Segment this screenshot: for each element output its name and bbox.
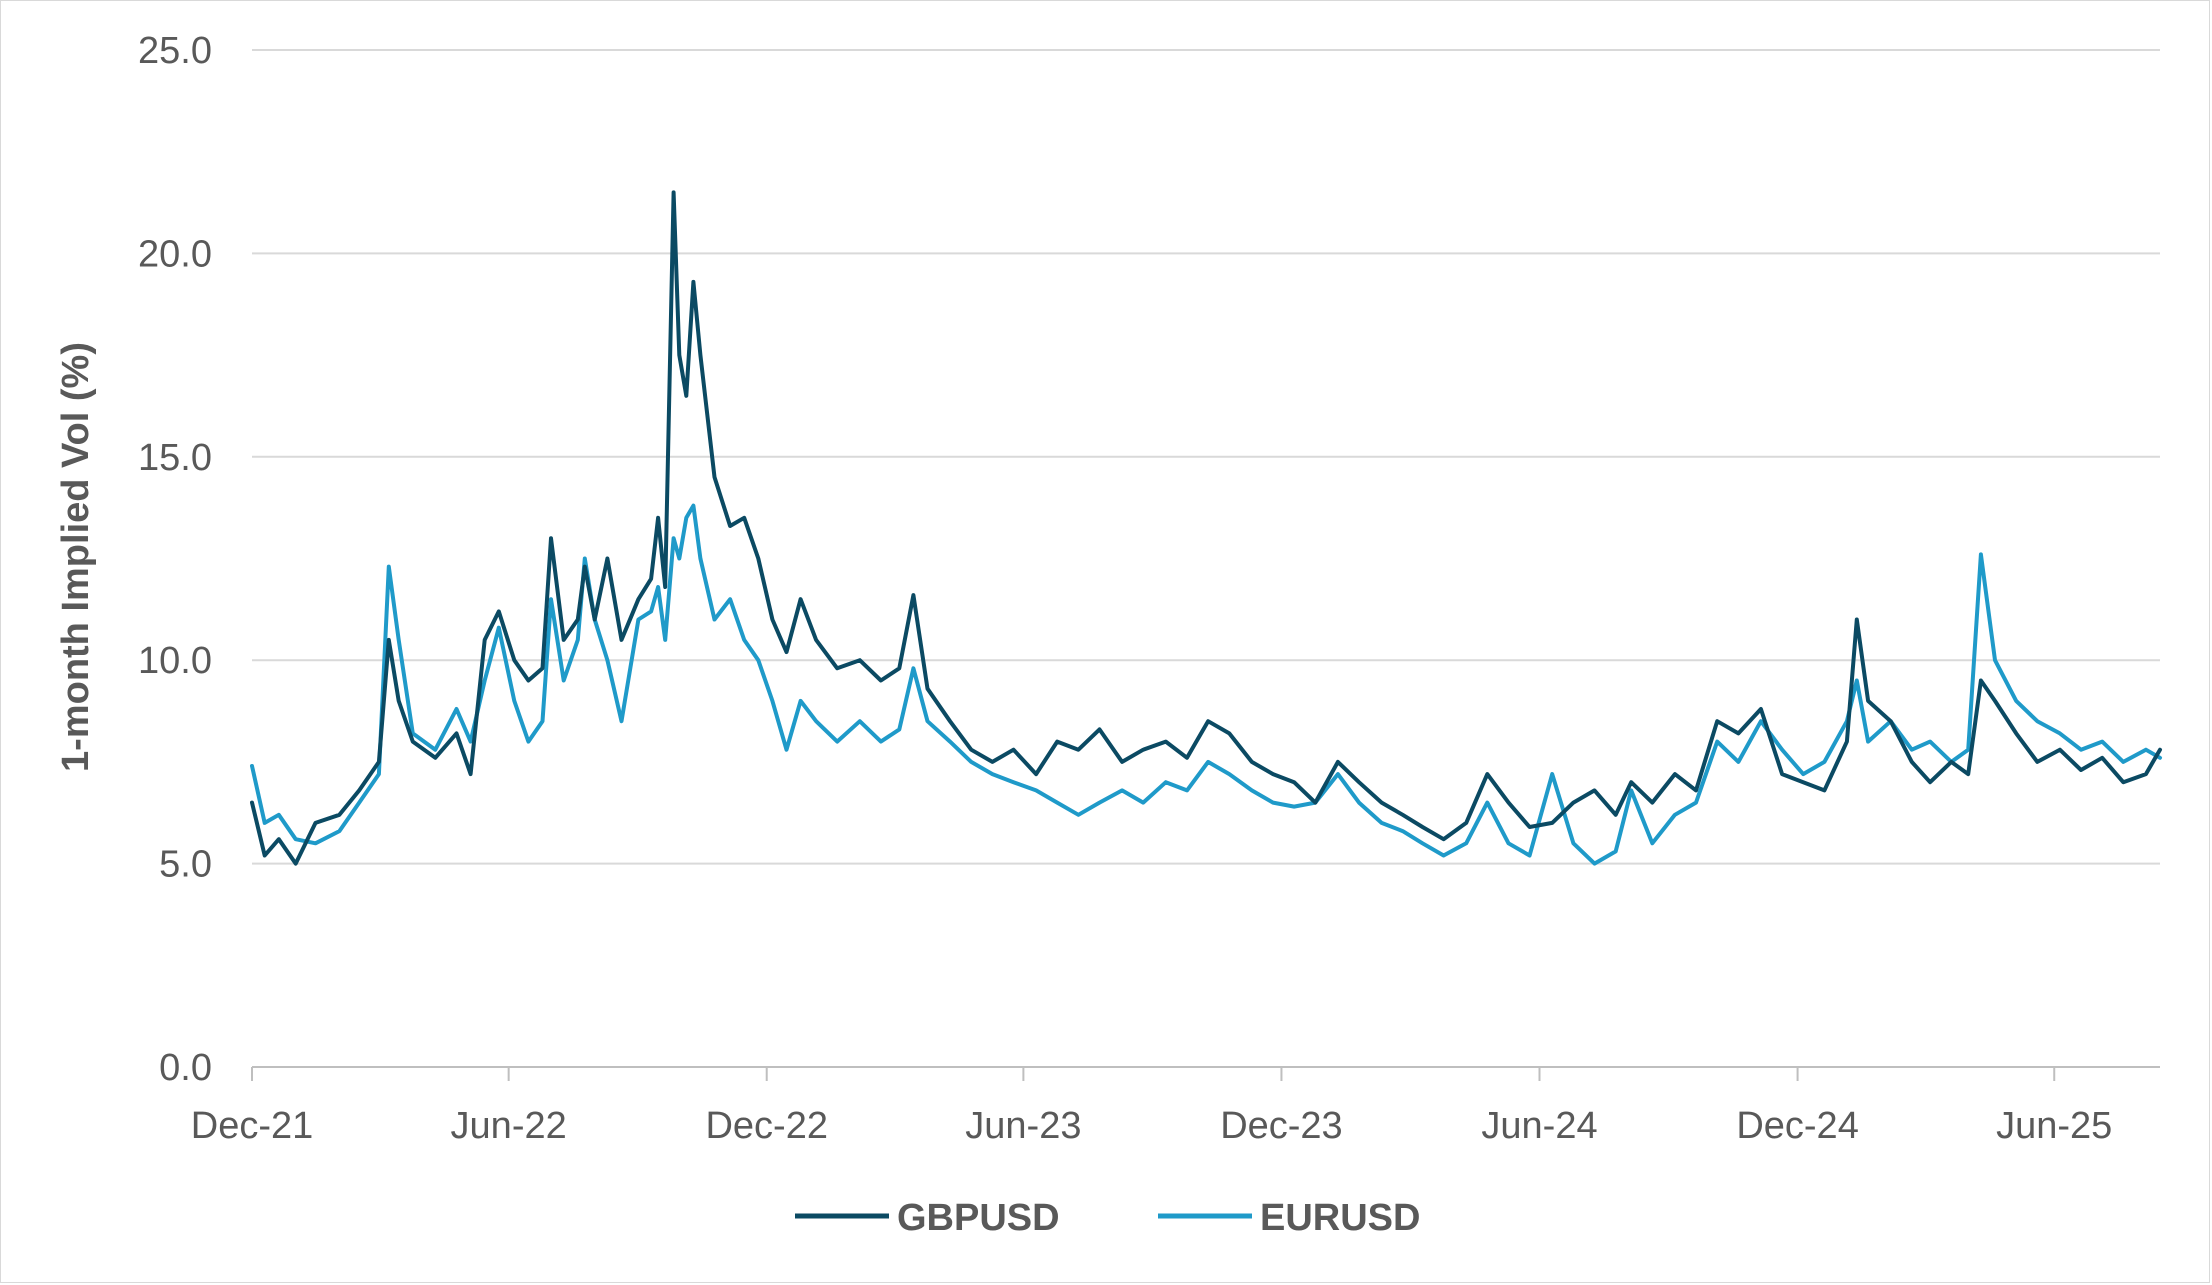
x-tick-label: Dec-21 [191,1105,314,1147]
x-tick-label: Jun-25 [1996,1105,2112,1147]
x-tick-label: Dec-22 [705,1105,828,1147]
y-tick-labels: 0.0 5.0 10.0 15.0 20.0 25.0 [138,30,212,1089]
x-axis [251,1066,2160,1081]
gridlines [252,49,2160,865]
y-tick-label: 0.0 [159,1047,212,1089]
x-tick-label: Jun-24 [1481,1105,1597,1147]
series-line-gbpusd [250,190,2162,866]
legend: GBPUSD EURUSD [795,1197,1420,1239]
series-lines [250,190,2162,866]
y-axis-label: 1-month Implied Vol (%) [55,342,97,772]
x-tick-label: Jun-22 [451,1105,567,1147]
legend-label-gbpusd: GBPUSD [897,1197,1060,1239]
y-tick-label: 25.0 [138,30,212,72]
y-tick-label: 15.0 [138,437,212,479]
y-tick-label: 10.0 [138,640,212,682]
series-line-eurusd [250,503,2162,866]
x-tick-labels: Dec-21 Jun-22 Dec-22 Jun-23 Dec-23 Jun-24 Dec-… [191,1105,2113,1147]
legend-label-eurusd: EURUSD [1260,1197,1420,1239]
y-tick-label: 20.0 [138,233,212,275]
x-tick-label: Dec-24 [1736,1105,1859,1147]
y-tick-label: 5.0 [159,844,212,886]
x-tick-label: Jun-23 [965,1105,1081,1147]
x-tick-label: Dec-23 [1220,1105,1343,1147]
